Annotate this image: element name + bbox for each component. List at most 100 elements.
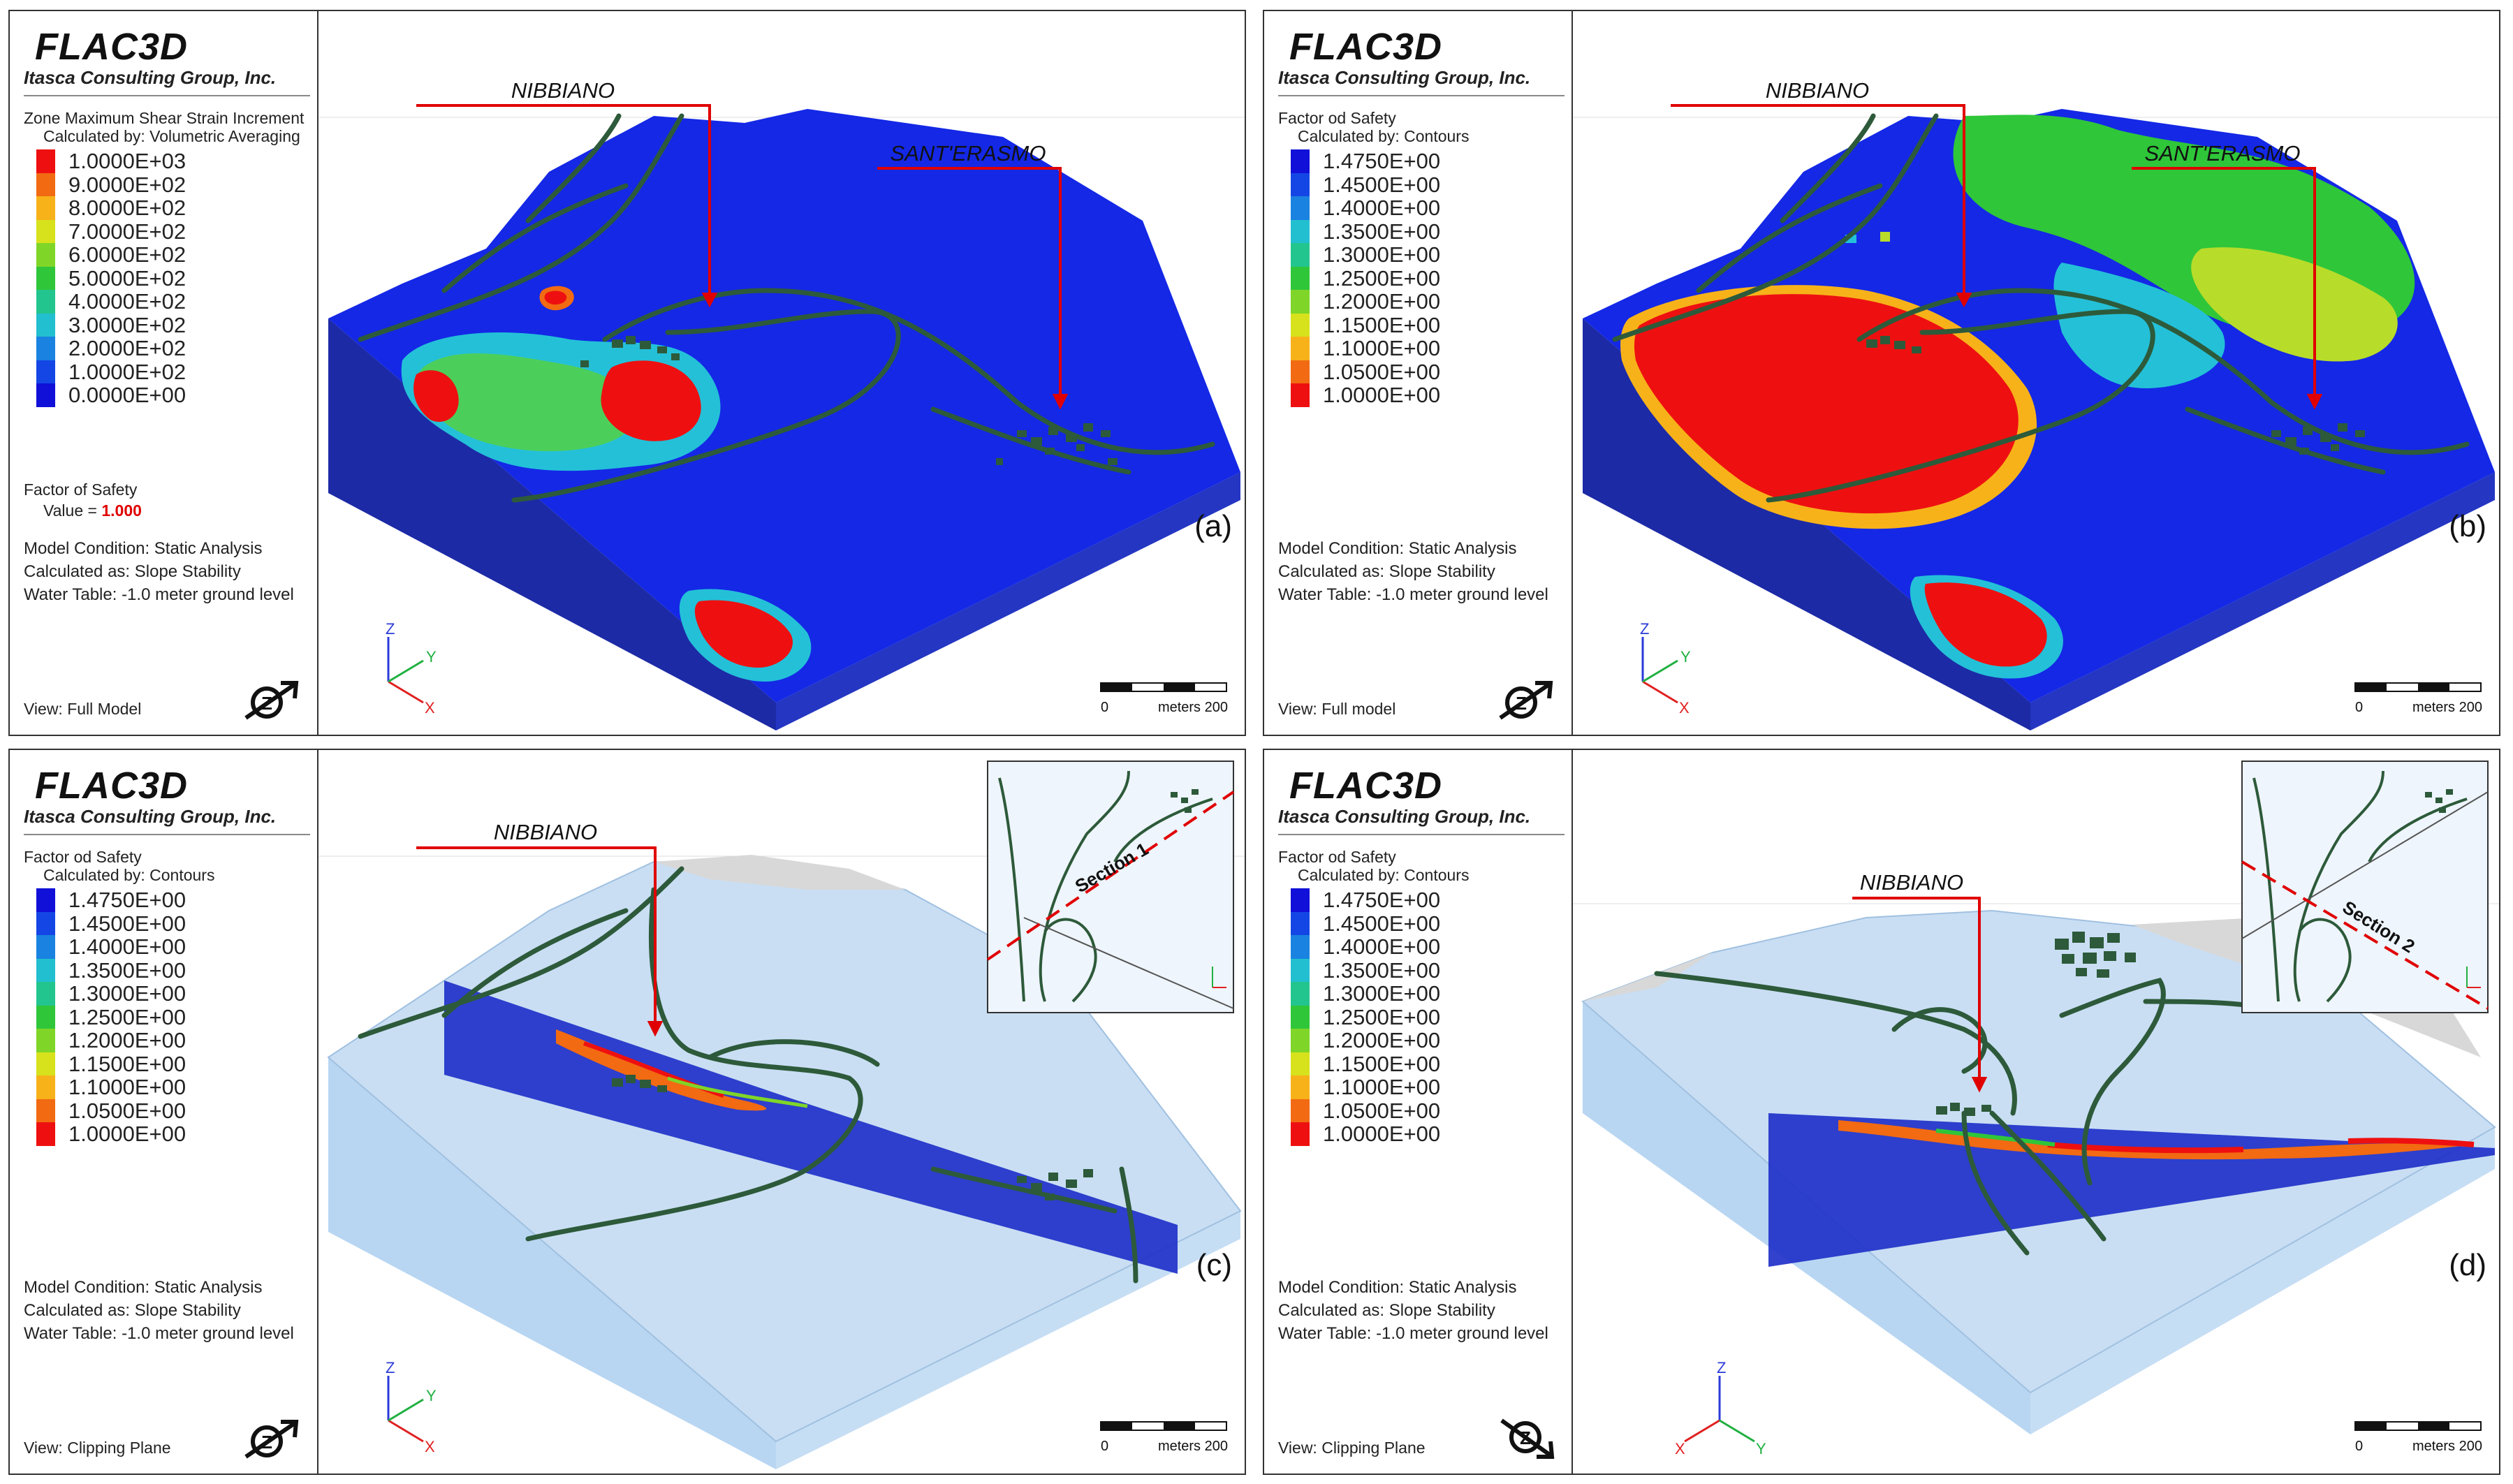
company-name: Itasca Consulting Group, Inc. — [24, 806, 277, 827]
legend-label: 1.1500E+00 — [1323, 1051, 1441, 1076]
legend-label: 1.1000E+00 — [1323, 1075, 1441, 1099]
panel-b: FLAC3D Itasca Consulting Group, Inc. Fac… — [1263, 10, 2500, 736]
company-name: Itasca Consulting Group, Inc. — [1278, 806, 1531, 827]
legend-label: 2.0000E+02 — [68, 336, 186, 360]
panel-c: FLAC3D Itasca Consulting Group, Inc. Fac… — [8, 749, 1246, 1475]
legend-swatch — [36, 383, 55, 407]
terrain-model-d: NIBBIANO Section 2 — [1573, 761, 2499, 1457]
legend-swatch — [36, 982, 55, 1006]
view-label: View: Clipping Plane — [24, 1439, 171, 1457]
contour-method: Calculated by: Contours — [1298, 127, 1470, 145]
legend-label: 1.4500E+00 — [1323, 911, 1441, 936]
legend-label: 1.0000E+00 — [68, 1122, 186, 1146]
svg-text:Y: Y — [426, 648, 437, 666]
axis-triad: Z X Y — [386, 620, 437, 717]
fos-value: Value = 1.000 — [43, 501, 142, 520]
svg-text:meters 200: meters 200 — [2412, 1439, 2482, 1454]
contour-quantity: Factor od Safety — [1278, 848, 1396, 866]
legend-label: 1.1500E+00 — [68, 1051, 186, 1076]
contour-method: Calculated by: Contours — [1298, 866, 1470, 884]
svg-text:Z: Z — [386, 1359, 395, 1376]
axis-triad: Z X Y — [386, 1359, 437, 1455]
legend-swatch — [36, 911, 55, 935]
legend-swatch — [36, 172, 55, 196]
legend-swatch — [36, 360, 55, 383]
svg-text:meters 200: meters 200 — [1158, 700, 1228, 715]
model-viewport: NIBBIANO Section 2 — [1573, 750, 2499, 1474]
legend-swatch — [36, 1122, 55, 1146]
legend-swatch — [36, 935, 55, 959]
legend-label: 1.4750E+00 — [1323, 149, 1441, 173]
divider — [24, 834, 310, 835]
legend-swatch — [36, 1075, 55, 1099]
fos-title: Factor of Safety — [24, 480, 138, 499]
legend-swatch — [36, 243, 55, 267]
legend-label: 1.3500E+00 — [1323, 219, 1441, 244]
svg-text:Y: Y — [426, 1387, 437, 1404]
svg-text:Y: Y — [1756, 1440, 1766, 1457]
legend-swatch — [36, 149, 55, 173]
scale-bar: 0 meters 200 — [1100, 1421, 1228, 1454]
north-arrow-icon: Z — [244, 681, 299, 720]
terrain-model-b: NIBBIANO SANT'ERASMO (b) Z X Y 0 meters … — [1573, 78, 2499, 730]
legend-label: 3.0000E+02 — [68, 312, 186, 337]
legend-label: 1.2000E+00 — [1323, 289, 1441, 314]
calculated-as: Calculated as: Slope Stability — [24, 562, 241, 581]
legend-swatch — [36, 266, 55, 290]
legend-label: 1.4750E+00 — [1323, 888, 1441, 912]
legend-swatch — [1291, 1075, 1310, 1099]
legend-swatch — [1291, 337, 1310, 360]
legend-label: 4.0000E+02 — [68, 289, 186, 314]
company-name: Itasca Consulting Group, Inc. — [24, 67, 277, 88]
model-viewport: NIBBIANO SANT'ERASMO (a) Z X Y 0 meters … — [318, 11, 1245, 735]
legend-swatch — [36, 1029, 55, 1052]
legend-swatch — [1291, 149, 1310, 173]
contour-method: Calculated by: Volumetric Averaging — [43, 127, 300, 145]
legend-label: 1.0000E+03 — [68, 149, 186, 173]
legend-swatch — [1291, 982, 1310, 1006]
divider — [1278, 834, 1565, 835]
legend-swatch — [36, 337, 55, 360]
company-name: Itasca Consulting Group, Inc. — [1278, 67, 1531, 88]
legend-swatch — [1291, 243, 1310, 267]
north-arrow-icon: Z — [1500, 1418, 1555, 1459]
panel-d-sidebar: FLAC3D Itasca Consulting Group, Inc. Fac… — [1264, 750, 1573, 1474]
panel-c-sidebar: FLAC3D Itasca Consulting Group, Inc. Fac… — [10, 750, 318, 1474]
legend-label: 7.0000E+02 — [68, 219, 186, 244]
legend-label: 1.3000E+00 — [1323, 242, 1441, 267]
legend-label: 1.0000E+02 — [68, 359, 186, 384]
legend-swatch — [36, 958, 55, 982]
legend-swatch — [1291, 360, 1310, 383]
svg-text:Z: Z — [386, 620, 395, 638]
legend-swatch — [1291, 266, 1310, 290]
water-table: Water Table: -1.0 meter ground level — [1278, 585, 1548, 604]
legend-swatch — [1291, 1029, 1310, 1052]
panel-b-sidebar: FLAC3D Itasca Consulting Group, Inc. Fac… — [1264, 11, 1573, 735]
svg-text:X: X — [1675, 1440, 1685, 1457]
label-santerasmo: SANT'ERASMO — [2145, 141, 2301, 166]
terrain-model-a: NIBBIANO SANT'ERASMO (a) Z X Y 0 meters … — [318, 78, 1245, 730]
legend-swatch — [36, 219, 55, 243]
legend-swatch — [36, 1005, 55, 1029]
svg-text:Z: Z — [1717, 1359, 1726, 1376]
legend-swatch — [1291, 383, 1310, 407]
panel-a-sidebar: FLAC3D Itasca Consulting Group, Inc. Zon… — [10, 11, 318, 735]
legend-swatch — [1291, 313, 1310, 337]
divider — [24, 95, 310, 96]
panel-letter: (a) — [1194, 509, 1232, 543]
legend-swatch — [1291, 290, 1310, 314]
label-nibbiano: NIBBIANO — [1766, 78, 1869, 103]
label-santerasmo: SANT'ERASMO — [891, 141, 1046, 166]
contour-quantity: Zone Maximum Shear Strain Increment — [24, 109, 305, 127]
water-table: Water Table: -1.0 meter ground level — [24, 585, 294, 604]
legend-label: 1.4000E+00 — [1323, 196, 1441, 220]
view-label: View: Clipping Plane — [1278, 1439, 1426, 1457]
svg-text:X: X — [425, 1438, 435, 1455]
model-viewport: NIBBIANO Section 1 — [318, 750, 1245, 1474]
legend-label: 1.0000E+00 — [1323, 383, 1441, 407]
label-nibbiano: NIBBIANO — [511, 78, 615, 103]
legend-label: 5.0000E+02 — [68, 265, 186, 291]
legend-label: 1.0500E+00 — [68, 1098, 186, 1123]
panel-d: FLAC3D Itasca Consulting Group, Inc. Fac… — [1263, 749, 2500, 1475]
legend-swatch — [36, 1099, 55, 1122]
